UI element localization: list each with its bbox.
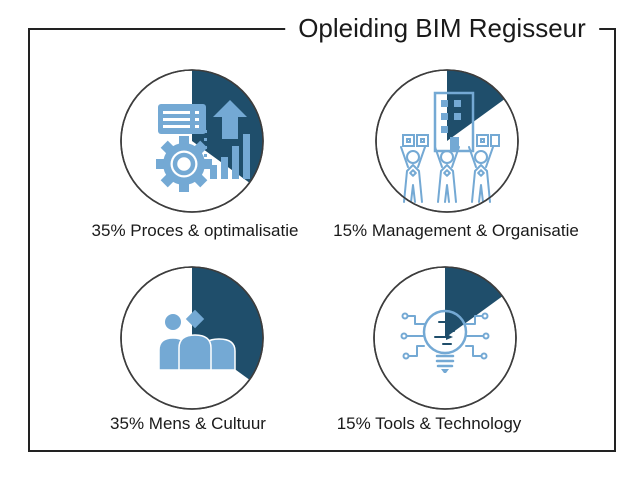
pie-slice	[447, 70, 505, 141]
pie-outline	[375, 69, 519, 213]
pie-panel-mens-cultuur	[118, 264, 266, 412]
pie-label: 15% Tools & Technology	[336, 414, 522, 433]
arrow-up-icon	[213, 100, 247, 139]
pie-panel-tools-technology	[371, 264, 519, 412]
person-diamond-head	[178, 309, 212, 371]
pie-panel-management-organisatie	[373, 67, 521, 215]
slide-title: Opleiding BIM Regisseur	[285, 11, 599, 45]
pie-chart	[120, 69, 264, 213]
pie-chart	[375, 69, 519, 213]
people-culture-icon	[158, 309, 236, 371]
pie-chart	[373, 266, 517, 410]
pie-label: 35% Proces & optimalisatie	[91, 221, 299, 240]
pie-outline	[373, 266, 517, 410]
building-icon	[433, 91, 475, 153]
pie-slice	[192, 267, 263, 380]
pie-outline	[120, 266, 264, 410]
figures-holding-beam	[400, 146, 494, 203]
gear-icon	[156, 136, 212, 192]
pie-slice	[445, 267, 503, 338]
pie-label: 15% Management & Organisatie	[333, 221, 579, 240]
process-optimization-icon	[156, 100, 250, 192]
pie-chart	[120, 266, 264, 410]
pie-outline	[120, 69, 264, 213]
beam-bricks	[402, 134, 500, 147]
pie-label: 35% Mens & Cultuur	[110, 414, 266, 433]
management-organisation-icon	[400, 91, 500, 203]
circuit-branches	[400, 312, 490, 360]
slide-frame	[28, 28, 616, 452]
pie-panel-proces-optimalisatie	[118, 67, 266, 215]
bar-chart-icon	[204, 130, 250, 179]
lightbulb-icon	[422, 309, 468, 373]
tools-technology-icon	[400, 309, 490, 373]
